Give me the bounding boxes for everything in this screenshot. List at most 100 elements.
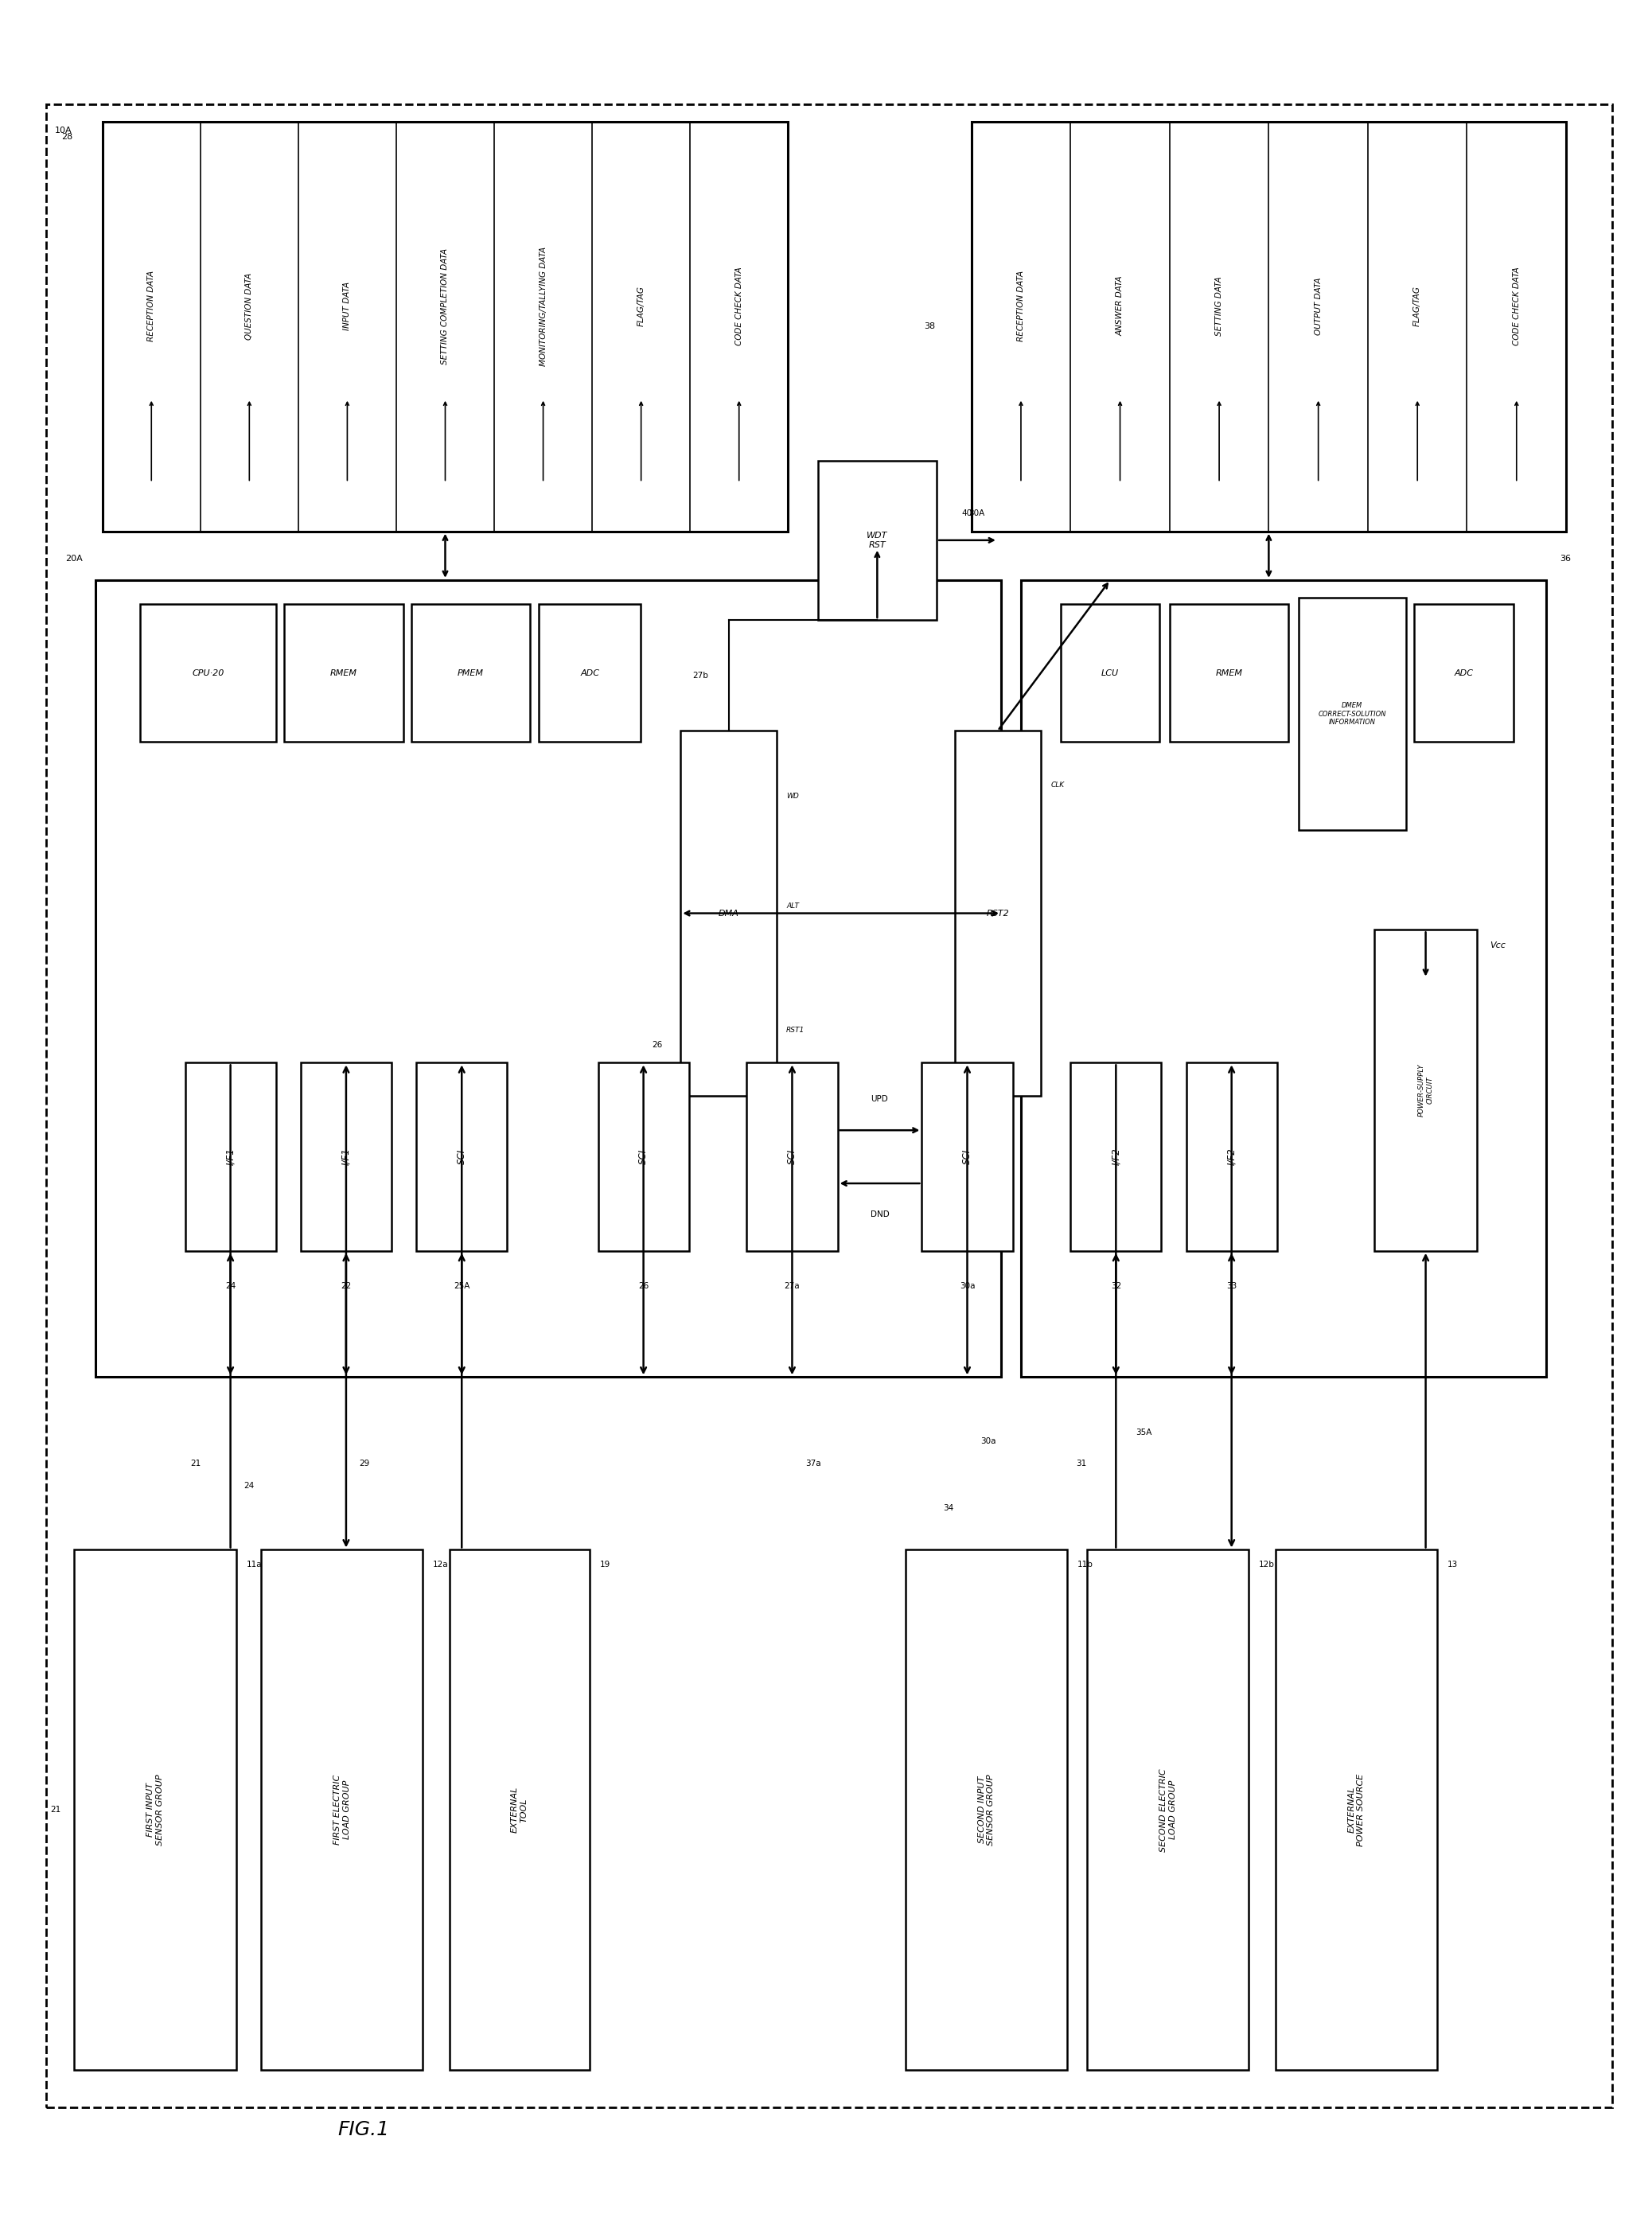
Text: 12b: 12b [1259,1561,1275,1570]
Text: FIRST ELECTRIC
LOAD GROUP: FIRST ELECTRIC LOAD GROUP [334,1776,350,1844]
Text: DND: DND [871,1211,889,1218]
Text: RMEM: RMEM [1216,669,1242,677]
Text: 19: 19 [600,1561,610,1570]
Bar [1374,930,1477,1251]
Text: RMEM: RMEM [330,669,357,677]
Text: 29: 29 [358,1459,370,1468]
Text: 35A: 35A [1137,1428,1151,1437]
Text: 38: 38 [923,323,935,330]
Text: 30a: 30a [960,1282,975,1291]
Bar [955,731,1041,1096]
Text: CODE CHECK DATA: CODE CHECK DATA [1513,268,1520,345]
Text: ANSWER DATA: ANSWER DATA [1117,277,1123,337]
Text: RECEPTION DATA: RECEPTION DATA [147,270,155,341]
Text: 24: 24 [244,1481,254,1490]
Bar [261,1550,423,2070]
Text: INPUT DATA: INPUT DATA [344,281,352,330]
Text: 30A: 30A [968,509,985,518]
Text: POWER-SUPPLY
CIRCUIT: POWER-SUPPLY CIRCUIT [1417,1065,1434,1116]
Text: DMA: DMA [719,910,738,917]
Text: 24: 24 [225,1282,236,1291]
Bar [1021,580,1546,1377]
Text: LCU: LCU [1102,669,1118,677]
Text: ALT: ALT [786,903,800,910]
Text: 37a: 37a [806,1459,821,1468]
Text: QUESTION DATA: QUESTION DATA [246,272,253,339]
Text: I/F1: I/F1 [225,1149,236,1165]
Text: 26: 26 [638,1282,649,1291]
Text: 13: 13 [1447,1561,1457,1570]
Bar [539,604,641,742]
Text: SCI: SCI [456,1149,468,1165]
Bar [922,1063,1013,1251]
Text: 27a: 27a [785,1282,800,1291]
Text: 34: 34 [943,1503,955,1512]
Text: SCI: SCI [638,1149,649,1165]
Text: 10A: 10A [55,126,71,135]
Bar [185,1063,276,1251]
Text: RECEPTION DATA: RECEPTION DATA [1018,270,1024,341]
Text: 20A: 20A [66,554,83,562]
Bar [1186,1063,1277,1251]
Bar [301,1063,392,1251]
Text: FIG.1: FIG.1 [337,2121,390,2139]
Text: 11b: 11b [1077,1561,1094,1570]
Text: 32: 32 [1110,1282,1122,1291]
Text: 40: 40 [961,509,973,518]
Text: SETTING COMPLETION DATA: SETTING COMPLETION DATA [441,248,449,365]
Text: CODE CHECK DATA: CODE CHECK DATA [735,268,743,345]
Text: EXTERNAL
TOOL: EXTERNAL TOOL [510,1787,529,1833]
Text: SECOND ELECTRIC
LOAD GROUP: SECOND ELECTRIC LOAD GROUP [1160,1769,1176,1851]
Text: SETTING DATA: SETTING DATA [1216,277,1222,337]
Bar [1170,604,1289,742]
Bar [818,461,937,620]
Text: 31: 31 [1075,1459,1087,1468]
Bar [102,122,788,531]
Bar [1087,1550,1249,2070]
Text: 33: 33 [1226,1282,1237,1291]
Bar [747,1063,838,1251]
Bar [681,731,776,1096]
Text: 21: 21 [190,1459,202,1468]
Bar [1070,1063,1161,1251]
Text: SCI: SCI [786,1149,798,1165]
Text: RST2: RST2 [986,910,1009,917]
Text: 11a: 11a [246,1561,261,1570]
Bar [284,604,403,742]
Bar [96,580,1001,1377]
Text: 30a: 30a [981,1437,996,1446]
Bar [1061,604,1160,742]
Text: EXTERNAL
POWER SOURCE: EXTERNAL POWER SOURCE [1348,1773,1365,1846]
Bar [1298,598,1406,830]
Text: 27b: 27b [692,671,709,680]
Text: ADC: ADC [580,669,600,677]
Bar [1275,1550,1437,2070]
Text: SECOND INPUT
SENSOR GROUP: SECOND INPUT SENSOR GROUP [978,1773,995,1846]
Text: I/F2: I/F2 [1226,1149,1237,1165]
Text: 22: 22 [340,1282,352,1291]
Text: UPD: UPD [871,1096,889,1103]
Text: WDT
RST: WDT RST [867,531,887,549]
Text: 28: 28 [61,133,73,142]
Text: I/F2: I/F2 [1110,1149,1122,1165]
Bar [74,1550,236,2070]
Bar [411,604,530,742]
Text: ADC: ADC [1454,669,1474,677]
Text: SCI: SCI [961,1149,973,1165]
Text: OUTPUT DATA: OUTPUT DATA [1315,277,1322,334]
Text: CPU·20: CPU·20 [192,669,225,677]
Text: PMEM: PMEM [458,669,484,677]
Bar [416,1063,507,1251]
Bar [1414,604,1513,742]
Text: MONITORING/TALLYING DATA: MONITORING/TALLYING DATA [539,246,547,365]
Text: 21: 21 [51,1807,61,1813]
Text: RST1: RST1 [786,1027,805,1034]
Text: FIRST INPUT
SENSOR GROUP: FIRST INPUT SENSOR GROUP [147,1773,164,1846]
Bar [905,1550,1067,2070]
Bar [140,604,276,742]
Text: FLAG/TAG: FLAG/TAG [638,286,644,325]
Text: 26: 26 [651,1041,662,1049]
Text: DMEM
CORRECT-SOLUTION
INFORMATION: DMEM CORRECT-SOLUTION INFORMATION [1318,702,1386,726]
Text: 12a: 12a [433,1561,448,1570]
Text: 36: 36 [1559,554,1571,562]
